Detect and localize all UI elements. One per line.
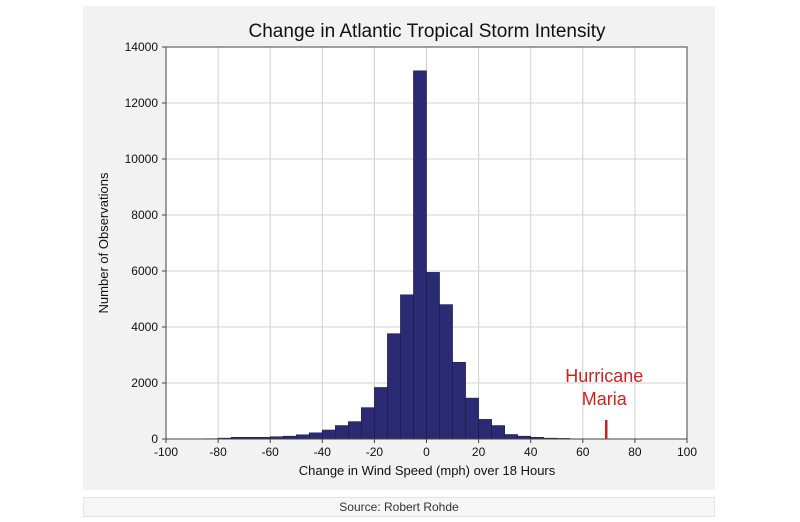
- hurricane-maria-annotation: Hurricane Maria: [565, 366, 643, 439]
- source-caption: Source: Robert Rohde: [83, 497, 715, 517]
- y-tick-label: 0: [151, 432, 158, 446]
- x-tick-label: -40: [314, 445, 332, 459]
- histogram-bar: [491, 425, 505, 440]
- y-axis-label: Number of Observations: [96, 172, 111, 313]
- x-tick-label: -60: [262, 445, 280, 459]
- histogram-bar: [465, 397, 479, 440]
- histogram-bar: [413, 70, 427, 440]
- histogram-bar: [439, 304, 453, 440]
- histogram-bar: [374, 387, 388, 440]
- histogram-bar: [400, 294, 414, 440]
- x-tick-label: 60: [576, 445, 590, 459]
- histogram-bar: [452, 361, 466, 440]
- x-tick-label: 40: [524, 445, 538, 459]
- y-tick-label: 14000: [125, 40, 159, 54]
- x-tick-label: 100: [677, 445, 697, 459]
- chart-title: Change in Atlantic Tropical Storm Intens…: [249, 21, 606, 42]
- x-tick-label: 0: [423, 445, 430, 459]
- histogram-bar: [426, 272, 440, 440]
- x-tick-label: 20: [472, 445, 486, 459]
- histogram-bar: [295, 434, 310, 440]
- histogram-bar: [321, 429, 336, 440]
- histogram-bar: [387, 333, 401, 440]
- y-tick-label: 2000: [131, 376, 158, 390]
- annotation-label-line: Maria: [582, 389, 628, 409]
- histogram-bar: [335, 425, 349, 440]
- y-tick-label: 6000: [131, 264, 158, 278]
- x-axis-label: Change in Wind Speed (mph) over 18 Hours: [299, 463, 556, 478]
- histogram-chart: Change in Atlantic Tropical Storm Intens…: [96, 21, 697, 478]
- y-axis-ticks: 0 2000 4000 6000 8000 10000 12000 14000: [125, 40, 166, 446]
- histogram-bar: [504, 434, 518, 440]
- y-tick-label: 4000: [131, 320, 158, 334]
- x-tick-label: 80: [628, 445, 642, 459]
- x-tick-label: -100: [154, 445, 178, 459]
- x-tick-label: -20: [366, 445, 384, 459]
- x-axis-ticks: -100 -80 -60 -40 -20 0 20 40 60 80 100: [154, 439, 697, 459]
- histogram-bar: [348, 421, 362, 440]
- x-tick-label: -80: [209, 445, 227, 459]
- histogram-bar: [308, 432, 323, 440]
- histogram-bar: [478, 419, 492, 440]
- y-tick-label: 8000: [131, 208, 158, 222]
- annotation-label-line: Hurricane: [565, 366, 643, 386]
- y-tick-label: 12000: [125, 96, 159, 110]
- histogram-bar: [361, 407, 375, 440]
- y-tick-label: 10000: [125, 152, 159, 166]
